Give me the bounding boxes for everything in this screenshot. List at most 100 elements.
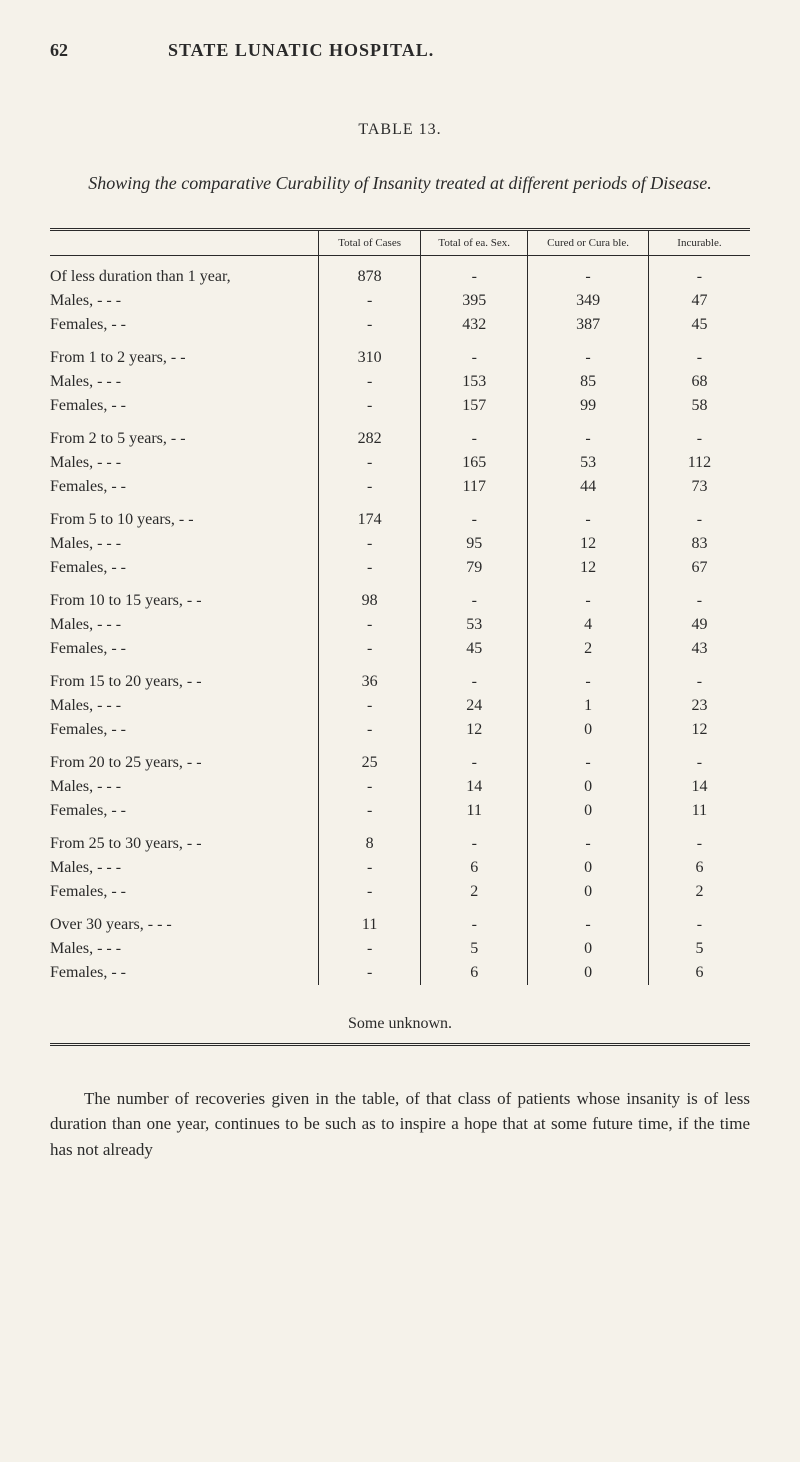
cell-sex-total: 6 <box>421 961 528 985</box>
col-cured: Cured or Cura ble. <box>528 229 649 255</box>
cell-dash: - <box>421 823 528 856</box>
sub-row-label: Males, - - - <box>50 370 319 394</box>
cell-sex-total: 2 <box>421 880 528 904</box>
cell-incurable: 43 <box>648 637 750 661</box>
cell-incurable: 11 <box>648 799 750 823</box>
cell-sex-total: 157 <box>421 394 528 418</box>
cell-cured: 44 <box>528 475 649 499</box>
cell-sex-total: 95 <box>421 532 528 556</box>
sub-row-label: Males, - - - <box>50 937 319 961</box>
cell-cured: 0 <box>528 937 649 961</box>
cell-incurable: 68 <box>648 370 750 394</box>
group-total: 25 <box>319 742 421 775</box>
cell-dash: - <box>319 532 421 556</box>
cell-dash: - <box>421 661 528 694</box>
cell-dash: - <box>319 613 421 637</box>
cell-dash: - <box>528 418 649 451</box>
cell-incurable: 45 <box>648 313 750 337</box>
cell-incurable: 73 <box>648 475 750 499</box>
cell-cured: 12 <box>528 532 649 556</box>
cell-incurable: 49 <box>648 613 750 637</box>
running-head: STATE LUNATIC HOSPITAL. <box>168 40 434 61</box>
group-label: Of less duration than 1 year, <box>50 255 319 289</box>
group-total: 8 <box>319 823 421 856</box>
cell-dash: - <box>319 370 421 394</box>
cell-dash: - <box>648 904 750 937</box>
cell-dash: - <box>319 475 421 499</box>
cell-sex-total: 153 <box>421 370 528 394</box>
sub-row-label: Females, - - <box>50 394 319 418</box>
cell-dash: - <box>319 937 421 961</box>
cell-cured: 0 <box>528 880 649 904</box>
group-total: 878 <box>319 255 421 289</box>
cell-dash: - <box>421 742 528 775</box>
cell-dash: - <box>421 337 528 370</box>
group-label: From 10 to 15 years, - - <box>50 580 319 613</box>
cell-sex-total: 11 <box>421 799 528 823</box>
cell-dash: - <box>319 289 421 313</box>
cell-dash: - <box>648 499 750 532</box>
cell-dash: - <box>319 694 421 718</box>
cell-dash: - <box>319 775 421 799</box>
group-total: 310 <box>319 337 421 370</box>
cell-dash: - <box>421 904 528 937</box>
cell-dash: - <box>319 637 421 661</box>
cell-dash: - <box>648 418 750 451</box>
cell-dash: - <box>528 580 649 613</box>
cell-cured: 53 <box>528 451 649 475</box>
cell-dash: - <box>319 313 421 337</box>
table-label: TABLE 13. <box>50 121 750 139</box>
cell-dash: - <box>648 823 750 856</box>
cell-incurable: 47 <box>648 289 750 313</box>
cell-dash: - <box>648 255 750 289</box>
cell-dash: - <box>648 661 750 694</box>
group-total: 36 <box>319 661 421 694</box>
cell-sex-total: 6 <box>421 856 528 880</box>
cell-sex-total: 14 <box>421 775 528 799</box>
cell-incurable: 6 <box>648 856 750 880</box>
col-blank <box>50 229 319 255</box>
cell-cured: 2 <box>528 637 649 661</box>
group-total: 282 <box>319 418 421 451</box>
cell-incurable: 83 <box>648 532 750 556</box>
sub-row-label: Males, - - - <box>50 451 319 475</box>
sub-row-label: Females, - - <box>50 475 319 499</box>
cell-dash: - <box>319 556 421 580</box>
cell-dash: - <box>421 499 528 532</box>
cell-dash: - <box>528 255 649 289</box>
group-label: From 2 to 5 years, - - <box>50 418 319 451</box>
cell-incurable: 67 <box>648 556 750 580</box>
cell-sex-total: 24 <box>421 694 528 718</box>
cell-dash: - <box>319 799 421 823</box>
cell-incurable: 6 <box>648 961 750 985</box>
cell-dash: - <box>319 451 421 475</box>
cell-dash: - <box>421 580 528 613</box>
sub-row-label: Females, - - <box>50 556 319 580</box>
group-label: From 1 to 2 years, - - <box>50 337 319 370</box>
col-total-cases: Total of Cases <box>319 229 421 255</box>
group-label: Over 30 years, - - - <box>50 904 319 937</box>
cell-dash: - <box>421 255 528 289</box>
sub-row-label: Females, - - <box>50 718 319 742</box>
group-label: From 15 to 20 years, - - <box>50 661 319 694</box>
cell-dash: - <box>528 823 649 856</box>
cell-sex-total: 53 <box>421 613 528 637</box>
sub-row-label: Females, - - <box>50 961 319 985</box>
cell-dash: - <box>528 337 649 370</box>
cell-cured: 4 <box>528 613 649 637</box>
cell-cured: 0 <box>528 775 649 799</box>
cell-dash: - <box>528 742 649 775</box>
cell-cured: 85 <box>528 370 649 394</box>
cell-cured: 99 <box>528 394 649 418</box>
cell-dash: - <box>528 499 649 532</box>
sub-row-label: Females, - - <box>50 880 319 904</box>
page-number: 62 <box>50 40 68 61</box>
cell-cured: 12 <box>528 556 649 580</box>
cell-sex-total: 117 <box>421 475 528 499</box>
cell-dash: - <box>319 718 421 742</box>
cell-cured: 0 <box>528 799 649 823</box>
cell-incurable: 58 <box>648 394 750 418</box>
cell-sex-total: 79 <box>421 556 528 580</box>
col-total-sex: Total of ea. Sex. <box>421 229 528 255</box>
cell-cured: 1 <box>528 694 649 718</box>
